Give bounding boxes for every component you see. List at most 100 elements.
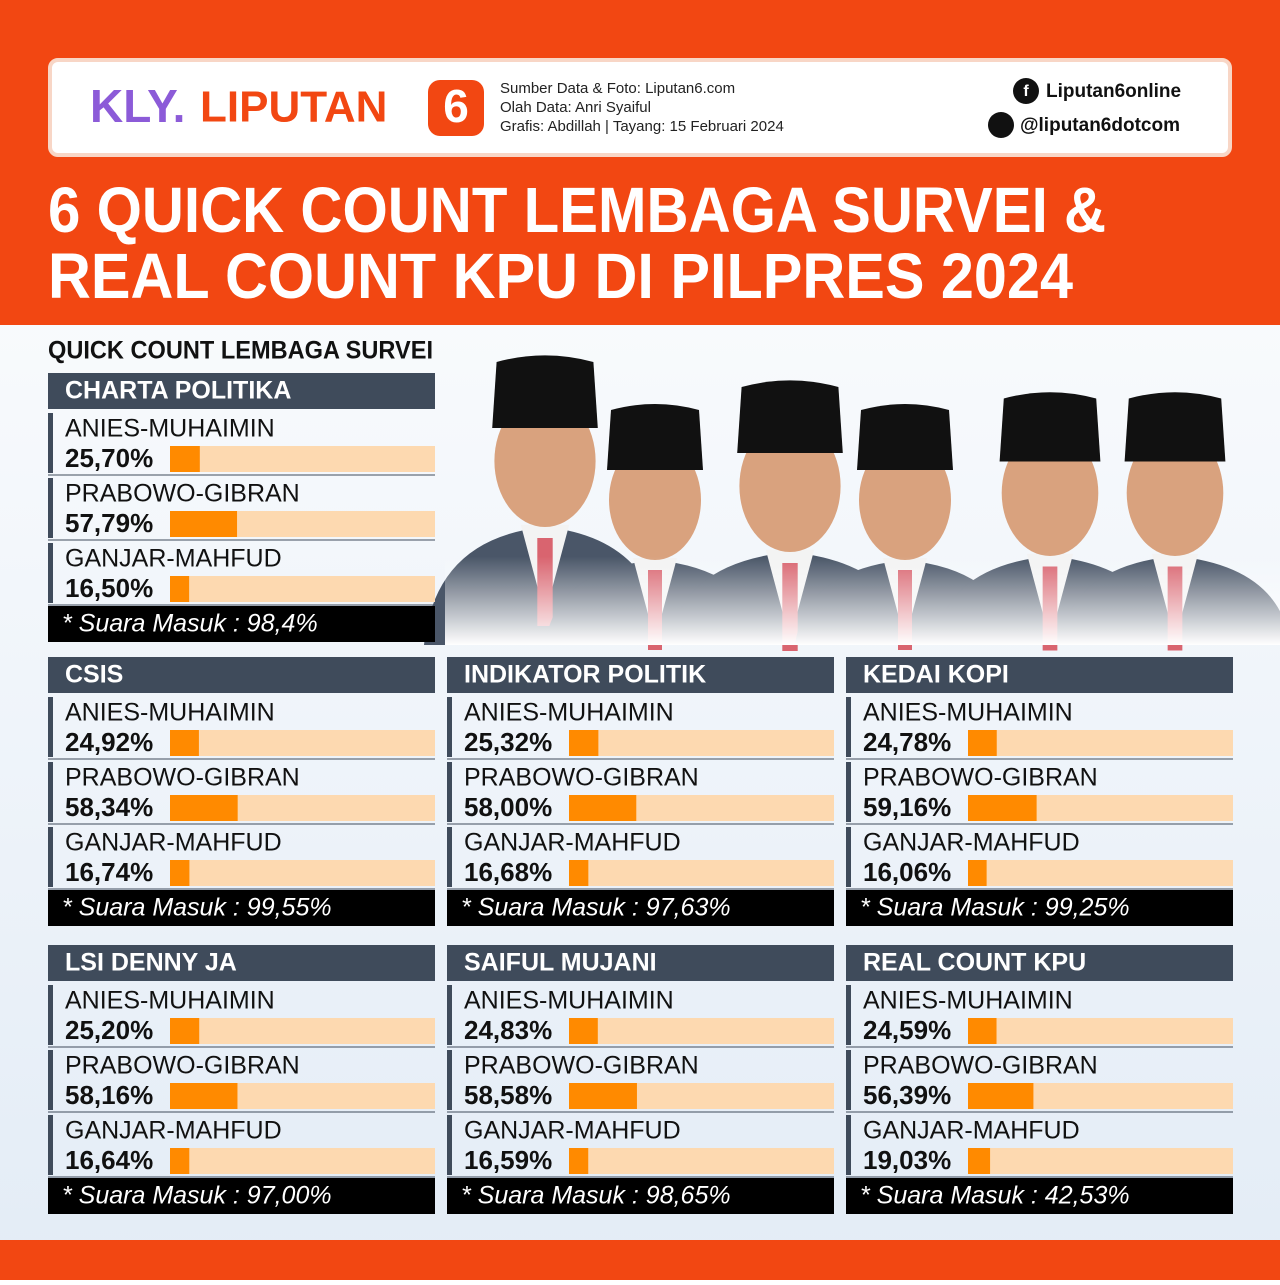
bar-track [569,730,834,756]
twitter-handle: @liputan6dotcom [1020,115,1180,136]
candidate-name: GANJAR-MAHFUD [863,829,1080,857]
candidate-name: ANIES-MUHAIMIN [863,699,1073,727]
section-label: QUICK COUNT LEMBAGA SURVEI [48,337,433,365]
bar [170,1083,237,1109]
bar-track [968,860,1233,886]
panel-title: KEDAI KOPI [863,661,1009,689]
candidate-value: 25,70% [65,443,153,473]
accent [846,762,851,822]
accent [447,827,452,887]
accent [846,1115,851,1175]
panel-title: SAIFUL MUJANI [464,949,657,977]
accent [846,827,851,887]
candidate-value: 25,32% [464,727,552,757]
bar-track [170,730,435,756]
accent [846,985,851,1045]
candidate-name: ANIES-MUHAIMIN [65,699,275,727]
bar-track [170,860,435,886]
accent [48,543,53,603]
candidate-value: 16,06% [863,857,951,887]
credit: Olah Data: Anri Syaiful [500,99,651,116]
note: * Suara Masuk : 98,65% [461,1182,731,1210]
photo-fade [445,350,1280,645]
accent [48,1115,53,1175]
candidate-name: PRABOWO-GIBRAN [464,1052,699,1080]
accent [48,1050,53,1110]
accent [846,697,851,757]
candidate-value: 19,03% [863,1145,951,1175]
candidate-value: 16,59% [464,1145,552,1175]
candidate-name: ANIES-MUHAIMIN [65,987,275,1015]
bar-track [170,1018,435,1044]
panel-title: LSI DENNY JA [65,949,237,977]
candidate-value: 24,59% [863,1015,951,1045]
candidate-value: 16,50% [65,573,153,603]
candidate-value: 58,00% [464,792,552,822]
bar [170,511,237,537]
note: * Suara Masuk : 42,53% [860,1182,1130,1210]
accent [48,478,53,538]
accent [447,1115,452,1175]
title-line: 6 QUICK COUNT LEMBAGA SURVEI & [48,174,1106,246]
candidate-name: PRABOWO-GIBRAN [65,480,300,508]
candidate-name: ANIES-MUHAIMIN [464,699,674,727]
bar-track [569,1148,834,1174]
bar [170,446,200,472]
accent [846,1050,851,1110]
bar [170,1148,189,1174]
note: * Suara Masuk : 97,00% [62,1182,332,1210]
candidate-name: PRABOWO-GIBRAN [65,1052,300,1080]
candidate-name: GANJAR-MAHFUD [863,1117,1080,1145]
panel-title: REAL COUNT KPU [863,949,1086,977]
accent [447,697,452,757]
bar [968,860,987,886]
note: * Suara Masuk : 99,25% [860,894,1130,922]
bar [968,730,997,756]
credit: Sumber Data & Foto: Liputan6.com [500,80,735,97]
candidate-value: 16,74% [65,857,153,887]
bar-track [968,730,1233,756]
bar [170,730,199,756]
candidate-value: 58,16% [65,1080,153,1110]
candidate-value: 24,92% [65,727,153,757]
candidate-name: GANJAR-MAHFUD [464,829,681,857]
footer-band [0,1240,1280,1280]
candidate-name: PRABOWO-GIBRAN [863,1052,1098,1080]
candidate-value: 57,79% [65,508,153,538]
candidate-value: 58,58% [464,1080,552,1110]
bar-track [170,1148,435,1174]
bar [569,795,636,821]
accent [48,413,53,473]
note: * Suara Masuk : 97,63% [461,894,731,922]
bar [968,1018,997,1044]
bar [968,795,1037,821]
candidate-value: 24,78% [863,727,951,757]
bar [569,1018,598,1044]
candidate-value: 59,16% [863,792,951,822]
note: * Suara Masuk : 99,55% [62,894,332,922]
candidate-name: GANJAR-MAHFUD [464,1117,681,1145]
candidate-name: PRABOWO-GIBRAN [464,764,699,792]
accent [447,985,452,1045]
accent [48,985,53,1045]
bar [170,795,238,821]
bar-track [968,1018,1233,1044]
candidate-name: ANIES-MUHAIMIN [863,987,1073,1015]
candidate-name: GANJAR-MAHFUD [65,545,282,573]
candidate-name: ANIES-MUHAIMIN [65,415,275,443]
candidate-value: 24,83% [464,1015,552,1045]
facebook-handle: Liputan6online [1046,81,1181,102]
bar [170,1018,199,1044]
bar-track [170,446,435,472]
panel-title: CSIS [65,661,123,689]
panel-title: INDIKATOR POLITIK [464,661,706,689]
bar-track [569,860,834,886]
candidate-value: 58,34% [65,792,153,822]
bar [170,860,189,886]
bar [968,1148,990,1174]
candidate-name: PRABOWO-GIBRAN [863,764,1098,792]
accent [447,1050,452,1110]
twitter-icon [988,112,1014,138]
